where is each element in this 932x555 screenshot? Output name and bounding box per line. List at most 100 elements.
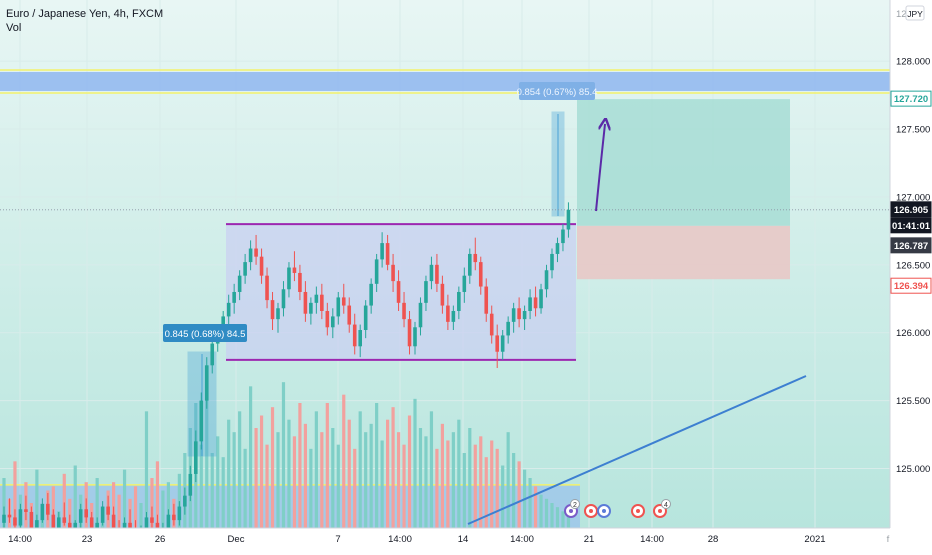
candle-body bbox=[221, 316, 225, 330]
symbol-title[interactable]: Euro / Japanese Yen, 4h, FXCM bbox=[6, 8, 164, 20]
volume-bar bbox=[303, 423, 307, 528]
volume-bar bbox=[166, 482, 170, 528]
measure-label-upper: 0.854 (0.67%) 85.4 bbox=[517, 87, 598, 98]
drawing-tools[interactable] bbox=[0, 99, 890, 525]
event-count-badge bbox=[661, 499, 671, 509]
event-icon-dot bbox=[602, 509, 606, 513]
candle-body bbox=[287, 267, 291, 290]
volume-bar bbox=[446, 440, 450, 528]
candle-body bbox=[111, 514, 116, 529]
candle-body bbox=[539, 289, 543, 309]
candle-body bbox=[380, 243, 384, 260]
volume-bar bbox=[281, 382, 286, 528]
volume-bar bbox=[95, 478, 99, 528]
event-count-badge bbox=[570, 499, 580, 509]
time-tick-label: 21 bbox=[584, 534, 595, 545]
volume-bar bbox=[122, 469, 127, 528]
candle-body bbox=[495, 335, 499, 352]
long-position-stop-zone[interactable] bbox=[577, 225, 790, 280]
range-box[interactable] bbox=[226, 224, 576, 360]
volume-bar bbox=[495, 448, 499, 528]
volume-bar bbox=[177, 473, 181, 528]
volume-bar bbox=[73, 465, 77, 528]
volume-bar bbox=[161, 490, 165, 528]
measure-labels: 0.854 (0.67%) 85.4 0.845 (0.68%) 84.5 bbox=[163, 82, 597, 342]
candle-body bbox=[183, 495, 187, 507]
candle-body bbox=[341, 297, 346, 306]
volume-bar bbox=[144, 411, 149, 528]
volume-bar bbox=[68, 498, 72, 528]
candle-body bbox=[188, 473, 193, 496]
volume-bar bbox=[517, 461, 521, 528]
volume-bar bbox=[150, 478, 154, 528]
measure-label-upper-bg bbox=[519, 82, 595, 100]
candle-body bbox=[363, 305, 368, 330]
candle-body bbox=[489, 313, 494, 336]
time-tick-label: 14:00 bbox=[388, 534, 412, 545]
candle-body bbox=[528, 297, 532, 311]
candle-body bbox=[468, 253, 472, 276]
candle-body bbox=[325, 310, 330, 328]
time-tick-label: 2021 bbox=[804, 534, 825, 545]
volume-bar bbox=[544, 498, 549, 528]
candle-body bbox=[51, 514, 56, 529]
candle-body bbox=[265, 275, 269, 301]
volume-bar bbox=[199, 444, 203, 528]
volume-bar bbox=[484, 457, 488, 528]
candle-body bbox=[13, 517, 17, 526]
candle-body bbox=[484, 286, 489, 314]
volume-bar bbox=[528, 478, 532, 528]
volume-bar bbox=[347, 419, 351, 528]
volume-bar bbox=[259, 415, 264, 528]
volume-bar bbox=[358, 411, 362, 528]
candle-body bbox=[500, 335, 505, 352]
price-tick-label: 128.000 bbox=[896, 57, 930, 68]
currency-badge[interactable]: JPY bbox=[907, 9, 923, 19]
candle-body bbox=[18, 509, 23, 526]
volume-bar bbox=[51, 486, 55, 528]
time-tick-label: 14:00 bbox=[640, 534, 664, 545]
volume-bar bbox=[550, 503, 554, 528]
candle-body bbox=[194, 441, 198, 474]
candle-body bbox=[369, 283, 373, 306]
projection-arrow[interactable] bbox=[595, 124, 605, 212]
measure-label-lower-bg bbox=[163, 324, 247, 342]
volume-bar bbox=[35, 469, 39, 528]
volume-bar bbox=[205, 394, 209, 528]
volume-bar bbox=[320, 432, 324, 528]
measure-label-lower: 0.845 (0.68%) 84.5 bbox=[165, 329, 246, 340]
candle-body bbox=[177, 506, 182, 521]
trend-line[interactable] bbox=[467, 375, 807, 525]
volume-bar bbox=[369, 423, 373, 528]
volume-bar bbox=[501, 465, 505, 528]
candle-body bbox=[95, 522, 99, 531]
volume-bar bbox=[396, 432, 401, 528]
volume-bar bbox=[468, 428, 472, 528]
time-tick-label: 14 bbox=[458, 534, 469, 545]
price-axis[interactable]: 124.500125.000125.500126.000126.500127.0… bbox=[889, 0, 932, 550]
volume-bar bbox=[270, 407, 275, 528]
volume-bar bbox=[221, 457, 225, 528]
volume-bar bbox=[364, 432, 368, 528]
countdown-label: 01:41:01 bbox=[892, 221, 931, 232]
candle-body bbox=[303, 291, 308, 314]
time-axis[interactable]: 14:00 23 26 Dec 7 14:00 14 14:00 21 14:00 28 2021 f bbox=[0, 527, 932, 550]
volume-bar bbox=[309, 448, 313, 528]
volume-bar bbox=[424, 436, 428, 528]
candle-body bbox=[314, 294, 319, 303]
candle-body bbox=[391, 264, 395, 282]
candle-body bbox=[517, 308, 521, 320]
price-tick-label: 127.000 bbox=[896, 192, 930, 203]
volume-label[interactable]: Vol bbox=[6, 22, 22, 34]
candle-body bbox=[424, 281, 428, 303]
candle-body bbox=[544, 270, 549, 290]
price-tick-label: 126.500 bbox=[896, 260, 930, 271]
candle-body bbox=[2, 514, 6, 523]
candle-body bbox=[457, 291, 461, 311]
candle-body bbox=[35, 520, 39, 530]
candle-body bbox=[46, 503, 50, 515]
long-position-target-zone[interactable] bbox=[577, 99, 790, 226]
currency-badge-bg[interactable] bbox=[905, 5, 925, 21]
